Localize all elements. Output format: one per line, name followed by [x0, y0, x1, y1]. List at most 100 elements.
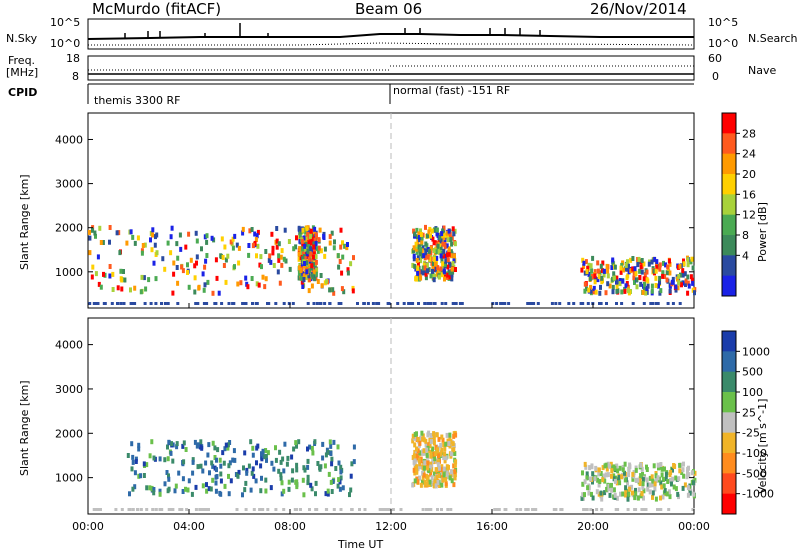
scatter-cell: [387, 302, 391, 305]
echo-cell: [280, 491, 284, 497]
echo-cell: [627, 467, 631, 473]
echo-cell: [654, 275, 658, 281]
echo-cell: [451, 261, 455, 267]
power-swatch: [722, 113, 736, 134]
echo-cell: [140, 250, 144, 256]
echo-cell: [352, 459, 356, 465]
power-tick-label: 28: [742, 127, 756, 140]
echo-cell: [306, 231, 310, 237]
echo-cell: [332, 290, 336, 296]
echo-cell: [151, 232, 155, 238]
echo-cell: [338, 486, 342, 492]
echo-cell: [596, 268, 600, 274]
echo-cell: [590, 268, 594, 274]
echo-cell: [161, 256, 165, 262]
echo-cell: [152, 260, 156, 266]
scatter-cell: [452, 302, 456, 305]
echo-cell: [424, 248, 428, 254]
echo-cell: [615, 279, 619, 285]
echo-cell: [260, 475, 263, 481]
echo-cell: [440, 447, 444, 453]
echo-cell: [450, 478, 454, 484]
echo-cell: [118, 250, 122, 256]
echo-cell: [418, 440, 422, 446]
echo-cell: [128, 491, 131, 497]
echo-cell: [620, 262, 624, 268]
echo-cell: [186, 270, 189, 275]
echo-cell: [343, 243, 347, 249]
echo-cell: [424, 271, 428, 277]
echo-cell: [436, 480, 440, 485]
echo-cell: [664, 476, 668, 482]
echo-cell: [629, 268, 633, 274]
echo-cell: [169, 450, 173, 456]
echo-cell: [184, 486, 187, 492]
echo-cell: [328, 287, 332, 293]
echo-cell: [618, 480, 622, 486]
echo-cell: [608, 492, 612, 498]
echo-cell: [210, 235, 214, 241]
echo-cell: [307, 288, 311, 294]
echo-cell: [419, 228, 422, 234]
echo-cell: [261, 274, 265, 280]
echo-cell: [626, 259, 629, 265]
echo-cell: [236, 281, 240, 287]
echo-cell: [693, 287, 697, 293]
echo-cell: [416, 448, 420, 454]
echo-cell: [301, 477, 305, 483]
echo-cell: [666, 264, 670, 270]
echo-cell: [318, 227, 322, 233]
echo-cell: [593, 279, 597, 285]
echo-cell: [126, 453, 130, 458]
echo-cell: [426, 474, 430, 480]
echo-cell: [301, 256, 305, 261]
echo-cell: [144, 286, 148, 292]
scatter-cell: [122, 302, 126, 305]
echo-cell: [322, 235, 326, 240]
echo-cell: [312, 269, 316, 275]
echo-cell: [437, 473, 441, 479]
echo-cell: [686, 274, 690, 280]
echo-cell: [624, 262, 628, 268]
nsearch-label: N.Search: [748, 32, 798, 45]
echo-cell: [582, 260, 586, 266]
echo-cell: [251, 466, 255, 472]
ground-scatter: [92, 508, 695, 511]
echo-cell: [314, 232, 318, 238]
echo-cell: [430, 228, 434, 234]
echo-cell: [668, 258, 671, 264]
echo-cell: [453, 472, 457, 478]
echo-cell: [642, 495, 645, 501]
echo-cell: [453, 469, 457, 475]
echo-cell: [687, 472, 691, 478]
echo-cell: [444, 258, 448, 264]
echo-cell: [443, 458, 447, 464]
scatter-cell: [444, 302, 448, 305]
scatter-cell: [554, 302, 558, 305]
echo-cell: [325, 278, 329, 284]
echo-cell: [326, 488, 330, 494]
echo-cell: [433, 240, 437, 246]
scatter-cell: [388, 508, 392, 511]
echo-cell: [452, 463, 456, 469]
echo-cell: [255, 253, 258, 259]
scatter-cell: [399, 508, 403, 511]
scatter-cell: [440, 302, 444, 305]
echo-cell: [181, 489, 185, 494]
scatter-cell: [110, 302, 114, 305]
echo-cell: [414, 449, 418, 455]
echo-cell: [415, 267, 419, 273]
echo-cell: [309, 240, 313, 246]
echo-cell: [686, 280, 690, 286]
velocity-tick-label: 25: [742, 406, 756, 419]
echo-cell: [612, 487, 616, 493]
echo-cell: [330, 489, 334, 494]
echo-region: [580, 255, 697, 296]
echo-region: [297, 225, 319, 283]
echo-cell: [428, 256, 432, 262]
echo-cell: [584, 259, 588, 265]
scatter-cell: [526, 302, 530, 305]
scatter-cell: [358, 508, 361, 511]
echo-cell: [205, 253, 209, 258]
echo-cell: [601, 477, 605, 483]
